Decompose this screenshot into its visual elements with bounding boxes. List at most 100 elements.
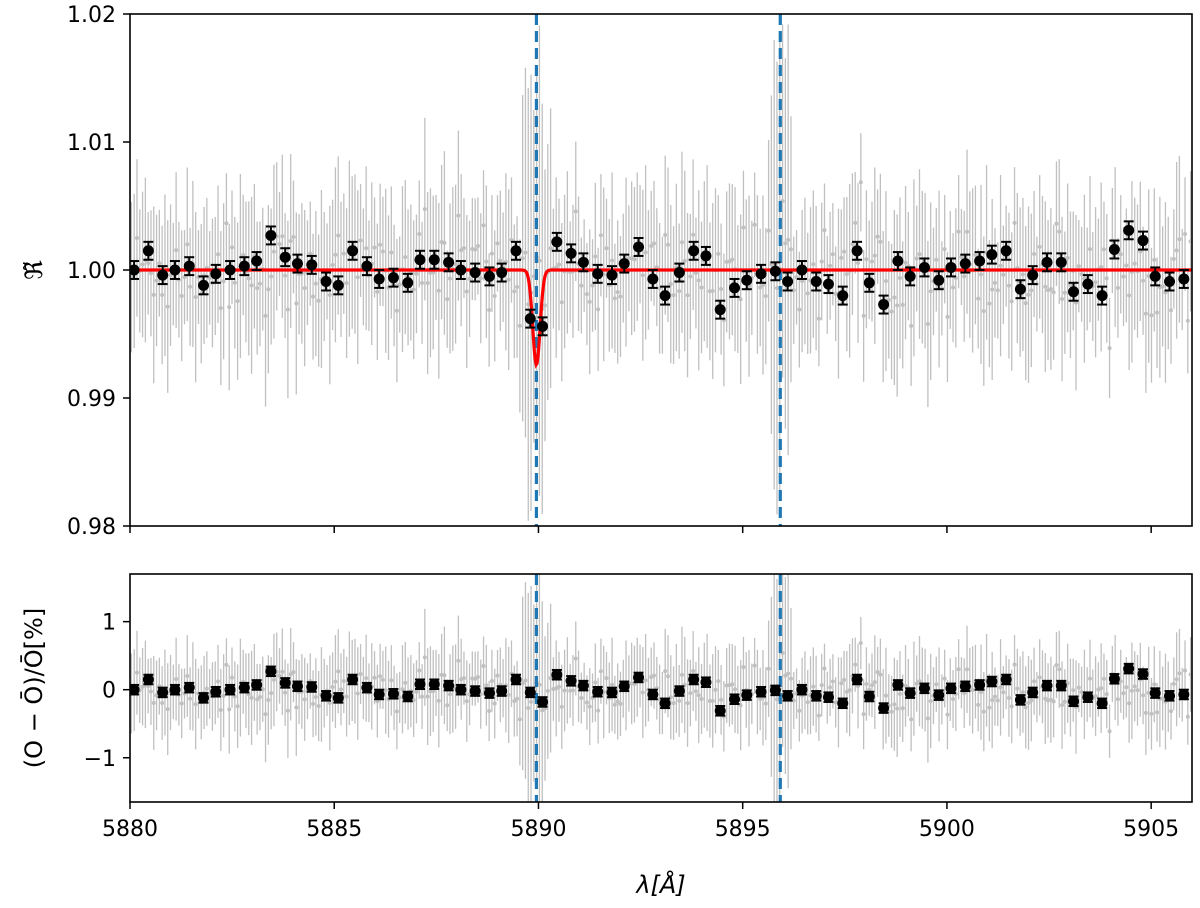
raw-point bbox=[875, 234, 880, 239]
binned-point bbox=[402, 277, 414, 289]
raw-point bbox=[816, 713, 821, 718]
binned-point bbox=[1068, 695, 1080, 707]
binned-point bbox=[606, 269, 618, 281]
top-panel: 0.98 0.99 1.00 1.01 1.02 ℜ̃ bbox=[20, 3, 1193, 540]
binned-point bbox=[469, 685, 481, 697]
binned-point bbox=[279, 677, 291, 689]
raw-point bbox=[266, 287, 271, 292]
top-y-axis-label: ℜ̃ bbox=[20, 260, 48, 280]
raw-point bbox=[643, 678, 648, 683]
raw-point bbox=[288, 239, 293, 244]
raw-point bbox=[269, 691, 274, 696]
raw-point bbox=[431, 689, 436, 694]
raw-point bbox=[372, 245, 377, 250]
raw-point bbox=[990, 698, 995, 703]
raw-point bbox=[227, 707, 232, 712]
raw-point bbox=[495, 673, 500, 678]
binned-point bbox=[1000, 245, 1012, 257]
raw-point bbox=[909, 323, 914, 328]
raw-point bbox=[218, 707, 223, 712]
raw-point bbox=[847, 688, 852, 693]
raw-point bbox=[713, 687, 718, 692]
raw-point bbox=[487, 708, 492, 713]
raw-point bbox=[255, 286, 260, 291]
binned-point bbox=[1000, 673, 1012, 685]
raw-point bbox=[512, 699, 517, 704]
raw-point bbox=[271, 249, 276, 254]
binned-point bbox=[822, 278, 834, 290]
raw-point bbox=[291, 670, 296, 675]
raw-point bbox=[663, 669, 668, 674]
raw-point bbox=[872, 680, 877, 685]
raw-point bbox=[895, 303, 900, 308]
raw-point bbox=[1060, 297, 1065, 302]
binned-point bbox=[443, 680, 455, 692]
raw-point bbox=[1118, 679, 1123, 684]
raw-point bbox=[998, 685, 1003, 690]
raw-point bbox=[1076, 685, 1081, 690]
raw-point bbox=[285, 708, 290, 713]
raw-point bbox=[800, 279, 805, 284]
binned-point bbox=[1137, 235, 1149, 247]
binned-point bbox=[1096, 697, 1108, 709]
raw-point bbox=[459, 248, 464, 253]
y-tick-label: 1.01 bbox=[67, 131, 116, 156]
raw-point bbox=[1076, 264, 1081, 269]
binned-point bbox=[496, 267, 508, 279]
binned-point bbox=[714, 304, 726, 316]
raw-point bbox=[249, 695, 254, 700]
binned-point bbox=[878, 299, 890, 311]
raw-point bbox=[791, 698, 796, 703]
raw-point bbox=[1183, 231, 1188, 236]
raw-point bbox=[716, 251, 721, 256]
raw-point bbox=[383, 688, 388, 693]
binned-point bbox=[524, 686, 536, 698]
y-tick-label: 1.00 bbox=[67, 259, 116, 284]
raw-point bbox=[914, 681, 919, 686]
raw-point bbox=[151, 700, 156, 705]
binned-point bbox=[618, 680, 630, 692]
raw-point bbox=[872, 253, 877, 258]
raw-point bbox=[590, 283, 595, 288]
raw-point bbox=[1146, 690, 1151, 695]
raw-point bbox=[956, 667, 961, 672]
raw-point bbox=[797, 307, 802, 312]
raw-point bbox=[492, 701, 497, 706]
binned-point bbox=[647, 688, 659, 700]
binned-point bbox=[1068, 286, 1080, 298]
raw-point bbox=[889, 309, 894, 314]
raw-point bbox=[1115, 697, 1120, 702]
raw-point bbox=[570, 688, 575, 693]
binned-point bbox=[469, 267, 481, 279]
raw-point bbox=[951, 697, 956, 702]
raw-point bbox=[403, 255, 408, 260]
raw-point bbox=[495, 241, 500, 246]
raw-point bbox=[1132, 684, 1137, 689]
raw-point bbox=[257, 281, 262, 286]
raw-point bbox=[864, 257, 869, 262]
y-tick-label: 1 bbox=[102, 611, 116, 636]
binned-point bbox=[251, 679, 263, 691]
raw-point bbox=[1057, 667, 1062, 672]
raw-point bbox=[478, 276, 483, 281]
binned-point bbox=[659, 697, 671, 709]
raw-point bbox=[344, 694, 349, 699]
binned-point bbox=[496, 685, 508, 697]
binned-point bbox=[238, 682, 250, 694]
raw-point bbox=[425, 281, 430, 286]
binned-point bbox=[551, 236, 563, 248]
binned-point bbox=[592, 268, 604, 280]
raw-point bbox=[1032, 252, 1037, 257]
raw-point bbox=[719, 287, 724, 292]
binned-point bbox=[142, 245, 154, 257]
raw-point bbox=[973, 252, 978, 257]
raw-point bbox=[188, 696, 193, 701]
raw-point bbox=[341, 251, 346, 256]
raw-point bbox=[543, 303, 548, 308]
binned-point bbox=[782, 276, 794, 288]
raw-point bbox=[235, 704, 240, 709]
raw-point bbox=[598, 233, 603, 238]
binned-point bbox=[618, 258, 630, 270]
raw-point bbox=[875, 669, 880, 674]
raw-point bbox=[277, 242, 282, 247]
